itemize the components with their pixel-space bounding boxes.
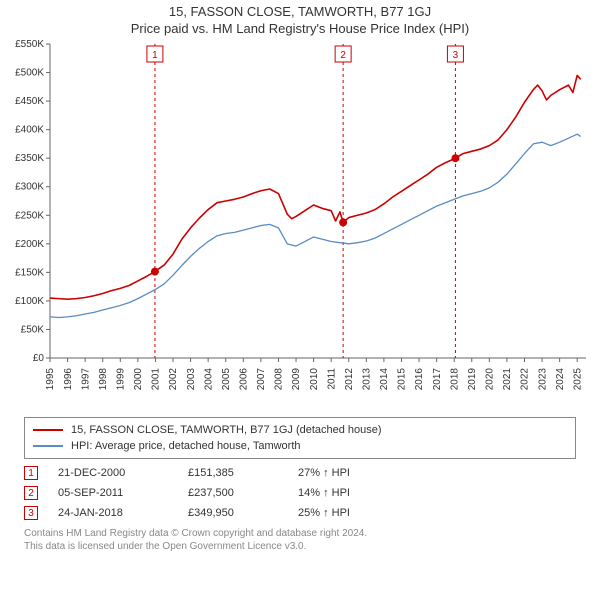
- footer-attribution: Contains HM Land Registry data © Crown c…: [24, 527, 576, 553]
- svg-text:2011: 2011: [326, 368, 337, 390]
- event-row: 3 24-JAN-2018 £349,950 25% ↑ HPI: [24, 503, 576, 523]
- svg-text:2001: 2001: [151, 368, 162, 391]
- svg-text:2019: 2019: [467, 368, 478, 391]
- event-row: 2 05-SEP-2011 £237,500 14% ↑ HPI: [24, 483, 576, 503]
- svg-text:2000: 2000: [133, 368, 144, 391]
- svg-text:1: 1: [152, 50, 158, 61]
- footer-line: This data is licensed under the Open Gov…: [24, 540, 576, 553]
- svg-text:2010: 2010: [309, 368, 320, 391]
- svg-text:2020: 2020: [485, 368, 496, 391]
- footer-line: Contains HM Land Registry data © Crown c…: [24, 527, 576, 540]
- svg-text:2005: 2005: [221, 368, 232, 391]
- event-date: 24-JAN-2018: [58, 507, 188, 519]
- svg-text:2: 2: [340, 50, 346, 61]
- legend-swatch: [33, 445, 63, 447]
- svg-text:£100K: £100K: [15, 296, 44, 307]
- svg-text:2013: 2013: [362, 368, 373, 391]
- svg-text:2004: 2004: [203, 368, 214, 391]
- svg-text:2003: 2003: [186, 368, 197, 391]
- svg-text:2018: 2018: [449, 368, 460, 391]
- events-table: 1 21-DEC-2000 £151,385 27% ↑ HPI 2 05-SE…: [24, 463, 576, 523]
- event-row: 1 21-DEC-2000 £151,385 27% ↑ HPI: [24, 463, 576, 483]
- svg-text:£250K: £250K: [15, 210, 44, 221]
- event-date: 05-SEP-2011: [58, 487, 188, 499]
- svg-text:2025: 2025: [572, 368, 583, 391]
- svg-text:2009: 2009: [291, 368, 302, 391]
- svg-text:£400K: £400K: [15, 125, 44, 136]
- svg-text:£150K: £150K: [15, 267, 44, 278]
- svg-text:1999: 1999: [115, 368, 126, 391]
- svg-text:2015: 2015: [397, 368, 408, 391]
- svg-text:2007: 2007: [256, 368, 267, 391]
- legend-label: HPI: Average price, detached house, Tamw…: [71, 440, 301, 452]
- event-price: £151,385: [188, 467, 298, 479]
- svg-text:£50K: £50K: [21, 324, 45, 335]
- svg-text:£200K: £200K: [15, 239, 44, 250]
- legend-swatch: [33, 429, 63, 431]
- svg-text:2021: 2021: [502, 368, 513, 391]
- svg-text:1995: 1995: [45, 368, 56, 391]
- svg-text:2008: 2008: [274, 368, 285, 391]
- svg-text:2022: 2022: [520, 368, 531, 391]
- svg-text:2023: 2023: [537, 368, 548, 391]
- chart-titles: 15, FASSON CLOSE, TAMWORTH, B77 1GJ Pric…: [0, 0, 600, 36]
- svg-text:2014: 2014: [379, 368, 390, 391]
- svg-text:£300K: £300K: [15, 182, 44, 193]
- svg-text:£350K: £350K: [15, 153, 44, 164]
- event-badge: 1: [24, 466, 38, 480]
- price-chart: £0 £50K £100K £150K £200K £250K £300K £350K £400…: [0, 36, 600, 406]
- svg-text:1997: 1997: [80, 368, 91, 391]
- event-price: £237,500: [188, 487, 298, 499]
- svg-text:1996: 1996: [63, 368, 74, 391]
- event-badge: 2: [24, 486, 38, 500]
- title-subtitle: Price paid vs. HM Land Registry's House …: [0, 21, 600, 36]
- event-pct: 25% ↑ HPI: [298, 507, 418, 519]
- legend: 15, FASSON CLOSE, TAMWORTH, B77 1GJ (det…: [24, 417, 576, 459]
- event-date: 21-DEC-2000: [58, 467, 188, 479]
- event-pct: 27% ↑ HPI: [298, 467, 418, 479]
- svg-text:£0: £0: [33, 353, 45, 364]
- legend-label: 15, FASSON CLOSE, TAMWORTH, B77 1GJ (det…: [71, 424, 382, 436]
- svg-text:2012: 2012: [344, 368, 355, 391]
- event-pct: 14% ↑ HPI: [298, 487, 418, 499]
- title-address: 15, FASSON CLOSE, TAMWORTH, B77 1GJ: [0, 4, 600, 19]
- event-price: £349,950: [188, 507, 298, 519]
- svg-text:2024: 2024: [555, 368, 566, 391]
- event-badge: 3: [24, 506, 38, 520]
- chart-area: £0 £50K £100K £150K £200K £250K £300K £350K £400…: [0, 36, 600, 411]
- svg-text:3: 3: [453, 50, 459, 61]
- svg-text:1998: 1998: [98, 368, 109, 391]
- legend-item: 15, FASSON CLOSE, TAMWORTH, B77 1GJ (det…: [33, 422, 567, 438]
- svg-text:2017: 2017: [432, 368, 443, 391]
- svg-text:£450K: £450K: [15, 96, 44, 107]
- svg-text:£550K: £550K: [15, 39, 44, 50]
- svg-text:2016: 2016: [414, 368, 425, 391]
- legend-item: HPI: Average price, detached house, Tamw…: [33, 438, 567, 454]
- svg-text:2006: 2006: [239, 368, 250, 391]
- svg-text:£500K: £500K: [15, 68, 44, 79]
- svg-text:2002: 2002: [168, 368, 179, 391]
